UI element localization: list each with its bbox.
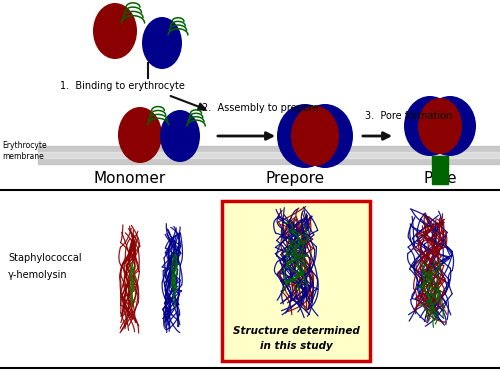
Text: 1.  Binding to erythrocyte: 1. Binding to erythrocyte xyxy=(60,81,185,91)
Text: 2.  Assembly to prepore: 2. Assembly to prepore xyxy=(202,103,318,113)
Text: Erythrocyte
membrane: Erythrocyte membrane xyxy=(2,141,46,161)
Ellipse shape xyxy=(424,96,476,156)
Text: Staphylococcal: Staphylococcal xyxy=(8,253,82,263)
Ellipse shape xyxy=(297,104,353,168)
Ellipse shape xyxy=(291,106,339,166)
Bar xyxy=(432,156,448,184)
Text: in this study: in this study xyxy=(260,341,332,351)
Text: Structure determined: Structure determined xyxy=(232,326,360,336)
Ellipse shape xyxy=(93,3,137,59)
Text: γ-hemolysin: γ-hemolysin xyxy=(8,270,68,280)
Ellipse shape xyxy=(404,96,456,156)
Ellipse shape xyxy=(418,98,462,154)
Bar xyxy=(222,201,370,361)
Text: 3.  Pore formation: 3. Pore formation xyxy=(365,111,452,121)
Text: Pore: Pore xyxy=(423,171,457,186)
Ellipse shape xyxy=(277,104,333,168)
Bar xyxy=(38,152,500,158)
Ellipse shape xyxy=(142,17,182,69)
Text: Monomer: Monomer xyxy=(94,171,166,186)
Ellipse shape xyxy=(160,110,200,162)
Ellipse shape xyxy=(118,107,162,163)
Bar xyxy=(38,146,500,164)
Text: Prepore: Prepore xyxy=(266,171,324,186)
